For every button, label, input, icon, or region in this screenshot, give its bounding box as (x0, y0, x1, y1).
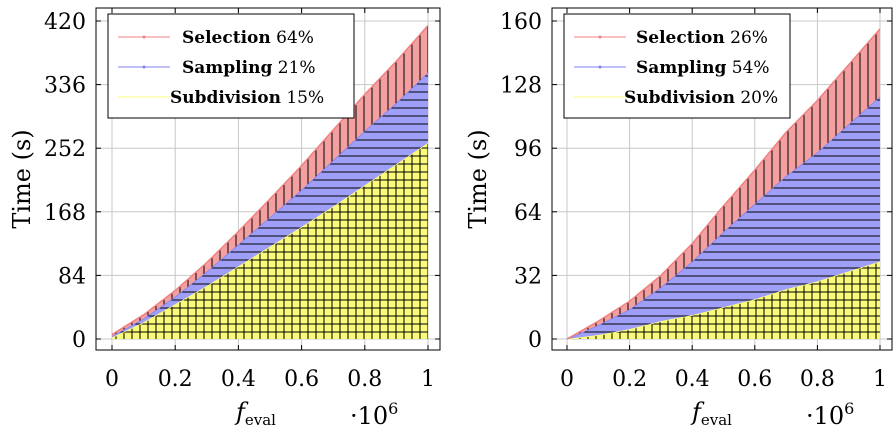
area-subdivision-hatch (112, 142, 428, 339)
legend-name-selection: Selection (636, 28, 725, 48)
legend-marker-selection (142, 35, 146, 39)
legend-share-subdivision: 20% (740, 88, 778, 108)
chart-left-x-axis-multiplier: ·106 (350, 399, 398, 430)
chart-right-legend-box (563, 13, 791, 119)
chart-right-multiplier-base: ·10 (806, 402, 844, 430)
chart-left-legend-item-selection: Selection 64% (118, 28, 314, 48)
legend-share-selection: 26% (730, 28, 768, 48)
chart-right-legend-item-sampling: Sampling 54% (574, 58, 770, 78)
series-line-selection (111, 25, 429, 336)
legend-name-sampling: Sampling (182, 58, 272, 78)
y-tick-label: 32 (514, 264, 542, 289)
x-tick-label: 0.6 (737, 367, 772, 392)
x-tick-label: 1 (421, 367, 435, 392)
y-tick-label: 168 (44, 201, 86, 226)
chart-right-plot-frame (551, 7, 893, 351)
chart-left-x-axis-title: feval (234, 398, 276, 429)
legend-name-selection: Selection (182, 28, 271, 48)
chart-left-areas (111, 25, 429, 339)
legend-share-sampling: 54% (732, 58, 770, 78)
chart-right-legend-item-subdivision: Subdivision 20% (574, 88, 778, 108)
y-tick-label: 420 (44, 10, 86, 35)
y-tick-label: 84 (58, 264, 86, 289)
y-tick-label: 0 (72, 328, 86, 353)
x-tick-label: 0 (105, 367, 119, 392)
legend-marker-selection (598, 35, 602, 39)
chart-left-legend: Selection 64% Sampling 21% Subdivision 1… (107, 13, 355, 119)
legend-label-subdivision: Subdivision 20% (624, 88, 778, 108)
chart-left-ticks: 0 0.2 0.4 0.6 0.8 1 0 84 168 252 336 420 (44, 8, 440, 392)
chart-left-legend-item-sampling: Sampling 21% (118, 58, 316, 78)
chart-left-multiplier-base: ·10 (350, 402, 388, 430)
chart-right-x-axis-title: feval (690, 398, 732, 429)
y-tick-label: 252 (44, 137, 86, 162)
chart-right-ticks: 0 0.2 0.4 0.6 0.8 1 0 32 64 96 128 160 (500, 8, 892, 392)
x-tick-label: 1 (873, 367, 887, 392)
chart-left-legend-item-subdivision: Subdivision 15% (118, 88, 324, 108)
chart-right-multiplier-exp: 6 (844, 399, 854, 418)
chart-right-y-axis-title: Time (s) (464, 129, 492, 228)
chart-right-areas (566, 28, 881, 340)
chart-right-legend-item-selection: Selection 26% (574, 28, 768, 48)
chart-left-multiplier-exp: 6 (388, 399, 398, 418)
chart-right: 0 0.2 0.4 0.6 0.8 1 0 32 64 96 128 160 Time (s) fev… (464, 7, 893, 430)
legend-share-subdivision: 15% (286, 88, 324, 108)
chart-right-legend: Selection 26% Sampling 54% Subdivision 2… (563, 13, 791, 119)
chart-right-x-axis-multiplier: ·106 (806, 399, 854, 430)
x-tick-label: 0.2 (612, 367, 647, 392)
chart-left-y-axis-title: Time (s) (8, 129, 36, 228)
area-subdivision-hatch (567, 261, 880, 339)
y-tick-label: 160 (500, 10, 542, 35)
legend-share-sampling: 21% (278, 58, 316, 78)
legend-marker-sampling (142, 65, 146, 69)
area-sampling-hatch (567, 96, 880, 339)
legend-name-subdivision: Subdivision (624, 88, 735, 108)
x-tick-label: 0.8 (800, 367, 835, 392)
legend-label-sampling: Sampling 21% (182, 58, 316, 78)
x-tick-label: 0.4 (675, 367, 710, 392)
x-tick-label: 0.4 (221, 367, 256, 392)
legend-label-subdivision: Subdivision 15% (170, 88, 324, 108)
chart-left-plot-frame (95, 7, 441, 351)
y-tick-label: 96 (514, 137, 542, 162)
y-tick-label: 0 (528, 328, 542, 353)
x-tick-label: 0 (560, 367, 574, 392)
x-tick-label: 0.6 (284, 367, 319, 392)
legend-name-sampling: Sampling (636, 58, 726, 78)
legend-share-selection: 64% (276, 28, 314, 48)
y-tick-label: 128 (500, 74, 542, 99)
chart-left: 0 0.2 0.4 0.6 0.8 1 0 84 168 252 336 420 Time (s) f… (8, 7, 441, 430)
series-line-selection (566, 28, 881, 340)
y-tick-label: 64 (514, 201, 542, 226)
legend-name-subdivision: Subdivision (170, 88, 281, 108)
legend-label-selection: Selection 64% (182, 28, 314, 48)
y-tick-label: 336 (44, 74, 86, 99)
legend-marker-sampling (598, 65, 602, 69)
legend-label-sampling: Sampling 54% (636, 58, 770, 78)
chart-left-x-axis-sub: eval (245, 411, 276, 429)
chart-right-x-axis-sub: eval (701, 411, 732, 429)
x-tick-label: 0.2 (158, 367, 193, 392)
x-tick-label: 0.8 (347, 367, 382, 392)
legend-label-selection: Selection 26% (636, 28, 768, 48)
chart-left-legend-box (107, 13, 355, 119)
